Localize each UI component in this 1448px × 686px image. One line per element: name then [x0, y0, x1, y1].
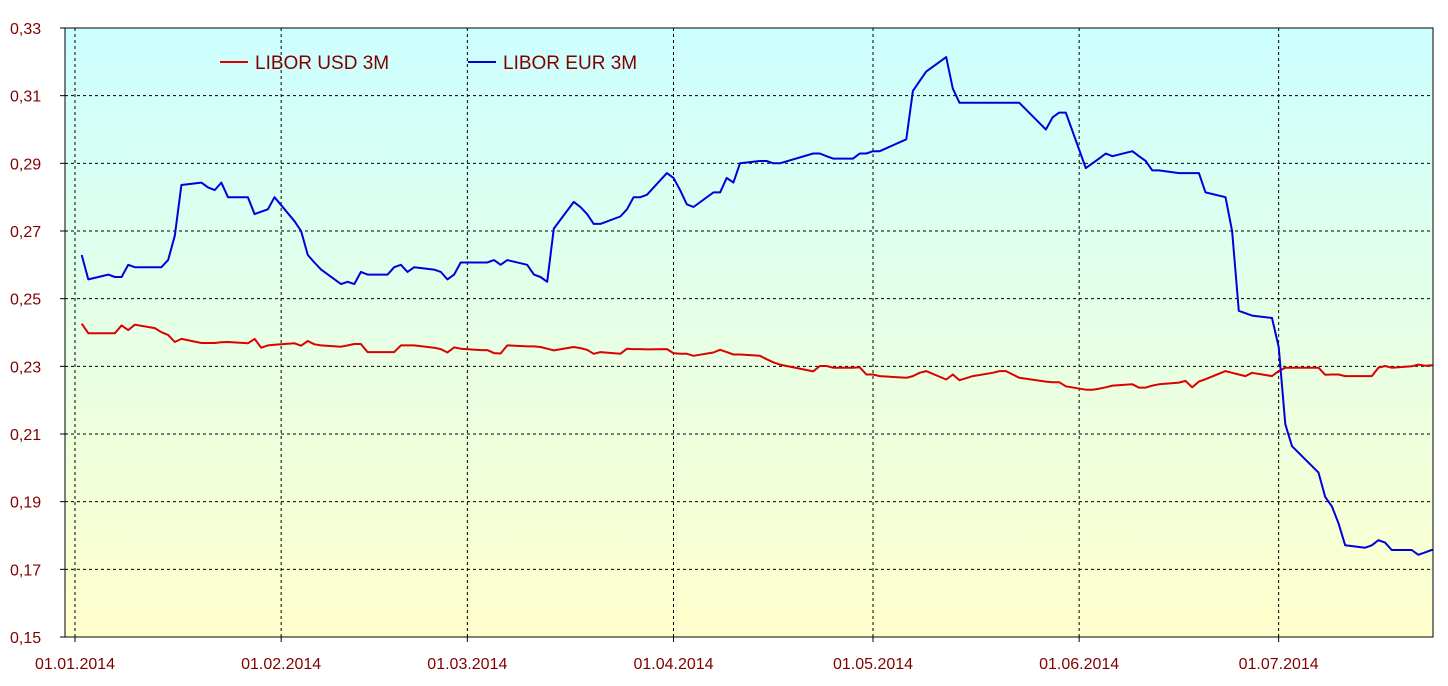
series-line-libor-usd-3m — [80, 323, 1433, 391]
y-tick-label: 0,29 — [10, 156, 41, 173]
legend: LIBOR USD 3M LIBOR EUR 3M — [220, 53, 637, 74]
x-tick-label: 01.07.2014 — [1239, 656, 1319, 673]
series-layer — [80, 56, 1433, 556]
legend-label: LIBOR USD 3M — [255, 53, 389, 74]
series-line-libor-eur-3m — [80, 56, 1433, 556]
y-tick-label: 0,15 — [10, 630, 41, 647]
x-tick-label: 01.03.2014 — [427, 656, 507, 673]
plot-background — [65, 28, 1433, 637]
grid — [65, 28, 1433, 637]
x-axis: 01.01.2014 01.02.2014 01.03.2014 01.04.2014… — [35, 637, 1319, 673]
plot-border — [64, 27, 1434, 638]
legend-label: LIBOR EUR 3M — [503, 53, 637, 74]
y-tick-label: 0,33 — [10, 21, 41, 38]
x-tick-label: 01.02.2014 — [241, 656, 321, 673]
y-tick-label: 0,21 — [10, 427, 41, 444]
x-tick-label: 01.01.2014 — [35, 656, 115, 673]
y-tick-label: 0,25 — [10, 292, 41, 309]
y-tick-label: 0,19 — [10, 495, 41, 512]
x-tick-label: 01.05.2014 — [833, 656, 913, 673]
x-tick-label: 01.04.2014 — [633, 656, 713, 673]
x-tick-label: 01.06.2014 — [1039, 656, 1119, 673]
y-tick-label: 0,31 — [10, 89, 41, 106]
y-tick-label: 0,17 — [10, 562, 41, 579]
y-axis: 0,15 0,17 0,19 0,21 0,23 0,25 0,27 0,29 0,31 0,33 — [10, 21, 65, 647]
y-tick-label: 0,27 — [10, 224, 41, 241]
y-tick-label: 0,23 — [10, 359, 41, 376]
